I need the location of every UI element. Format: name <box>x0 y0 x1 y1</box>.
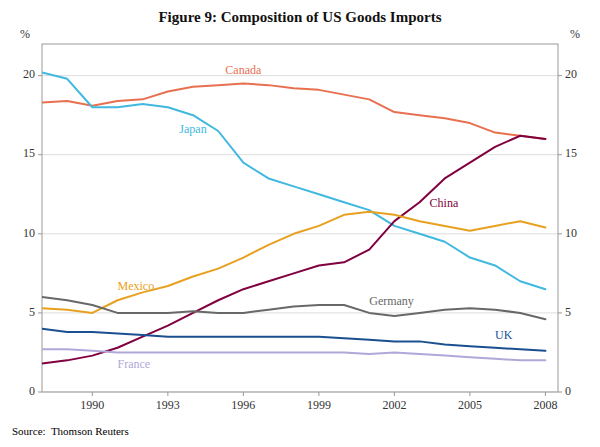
y-axis: 0 5 10 15 20 <box>23 67 42 397</box>
lines <box>42 72 545 363</box>
x-tick-label: 1993 <box>156 398 180 412</box>
x-tick-label: 2002 <box>382 398 406 412</box>
chart: 0510152005101520199019931996199920022005… <box>0 0 600 447</box>
x-tick <box>167 392 168 396</box>
y-tick-label: 15 <box>23 146 35 160</box>
y-tick-label: 10 <box>23 226 35 240</box>
y2-tick-label: 0 <box>565 384 571 398</box>
grid-line <box>42 233 558 234</box>
x-tick <box>318 392 319 396</box>
grid-line <box>42 75 558 76</box>
series-labels: Canada Japan China Mexico Germany UK France <box>118 63 513 371</box>
series-line <box>42 136 545 364</box>
series-line <box>42 212 545 313</box>
x-tick <box>469 392 470 396</box>
y2-axis: 0 5 10 15 20 <box>558 67 577 397</box>
x-tick <box>92 392 93 396</box>
y-tick-label: 20 <box>23 67 35 81</box>
series-line <box>42 329 545 351</box>
y2-tick-label: 5 <box>565 305 571 319</box>
y2-tick <box>558 392 562 393</box>
x-tick-label: 2008 <box>533 398 557 412</box>
x-axis: 1990 1993 1996 1999 2002 2005 2008 <box>80 392 557 412</box>
y-tick <box>38 154 42 155</box>
x-tick-label: 1990 <box>80 398 104 412</box>
x-tick-label: 1999 <box>307 398 331 412</box>
y2-axis-label: % <box>570 27 580 41</box>
series-label: France <box>118 357 151 371</box>
y2-tick <box>558 154 562 155</box>
x-tick <box>394 392 395 396</box>
series-label: Mexico <box>118 279 155 293</box>
y-tick <box>38 392 42 393</box>
x-tick-label: 2005 <box>458 398 482 412</box>
x-tick-label: 1996 <box>231 398 255 412</box>
x-tick <box>545 392 546 396</box>
y-tick <box>38 233 42 234</box>
title: Figure 9: Composition of US Goods Import… <box>158 9 441 25</box>
series-label: Germany <box>369 294 414 308</box>
y-tick-label: 5 <box>29 305 35 319</box>
y2-tick-label: 15 <box>565 146 577 160</box>
series-label: China <box>430 196 459 210</box>
series-line <box>42 72 545 289</box>
series-label: Japan <box>179 122 206 136</box>
y-tick <box>38 312 42 313</box>
series-label: Canada <box>225 63 262 77</box>
y-axis-label: % <box>20 27 30 41</box>
plot-frame <box>42 44 558 392</box>
y2-tick-label: 20 <box>565 67 577 81</box>
grid <box>42 76 558 392</box>
y2-tick <box>558 75 562 76</box>
x-tick <box>243 392 244 396</box>
y2-tick-label: 10 <box>565 226 577 240</box>
y-tick <box>38 75 42 76</box>
series-label: UK <box>495 328 513 342</box>
series-line <box>42 84 545 139</box>
source: Source: Thomson Reuters <box>12 425 129 437</box>
series-line <box>42 297 545 319</box>
y-tick-label: 0 <box>29 384 35 398</box>
y2-tick <box>558 312 562 313</box>
y2-tick <box>558 233 562 234</box>
